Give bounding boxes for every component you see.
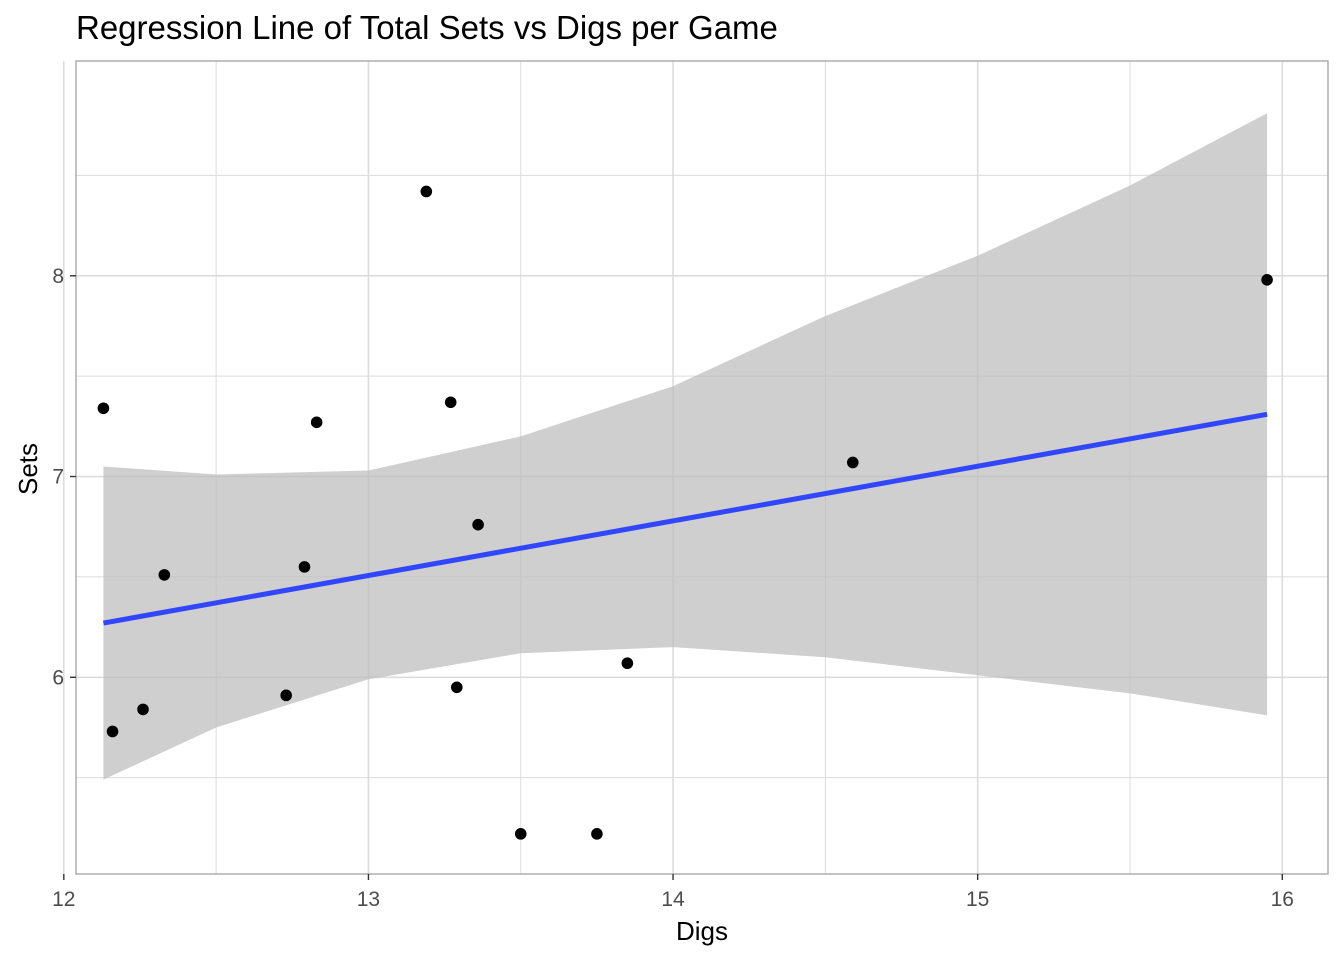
confidence-band: [103, 113, 1268, 780]
data-point: [1261, 274, 1273, 286]
y-tick-label: 6: [52, 666, 64, 689]
y-tick-label: 8: [52, 265, 64, 288]
data-point: [420, 185, 433, 198]
x-tick-label: 14: [661, 888, 685, 911]
x-tick-label: 16: [1271, 888, 1294, 911]
data-point: [514, 828, 527, 840]
data-point: [158, 569, 171, 581]
x-tick-label: 15: [966, 888, 989, 911]
data-point: [298, 561, 311, 573]
x-axis-label: Digs: [676, 916, 728, 946]
data-point: [310, 416, 323, 429]
data-point-layer: [97, 185, 1273, 840]
x-tick-label: 12: [52, 888, 75, 911]
regression-line-layer: [102, 411, 1268, 626]
data-point: [472, 518, 484, 531]
data-point: [450, 681, 463, 694]
data-point: [621, 657, 634, 670]
axis-layer: 12 13 14 15 16 6 7 8: [52, 60, 1329, 911]
data-point: [97, 402, 110, 415]
data-point: [137, 703, 149, 716]
data-point: [591, 828, 603, 840]
regression-line: [102, 411, 1268, 626]
y-tick-label: 7: [52, 466, 64, 489]
panel-border: [75, 60, 1329, 875]
confidence-band-layer: [103, 113, 1268, 780]
y-axis-label: Sets: [13, 443, 43, 495]
data-point: [846, 456, 859, 469]
data-point: [280, 689, 292, 702]
chart-title: Regression Line of Total Sets vs Digs pe…: [76, 9, 778, 46]
data-point: [106, 725, 119, 738]
x-tick-label: 13: [357, 888, 380, 911]
data-point: [444, 396, 457, 409]
